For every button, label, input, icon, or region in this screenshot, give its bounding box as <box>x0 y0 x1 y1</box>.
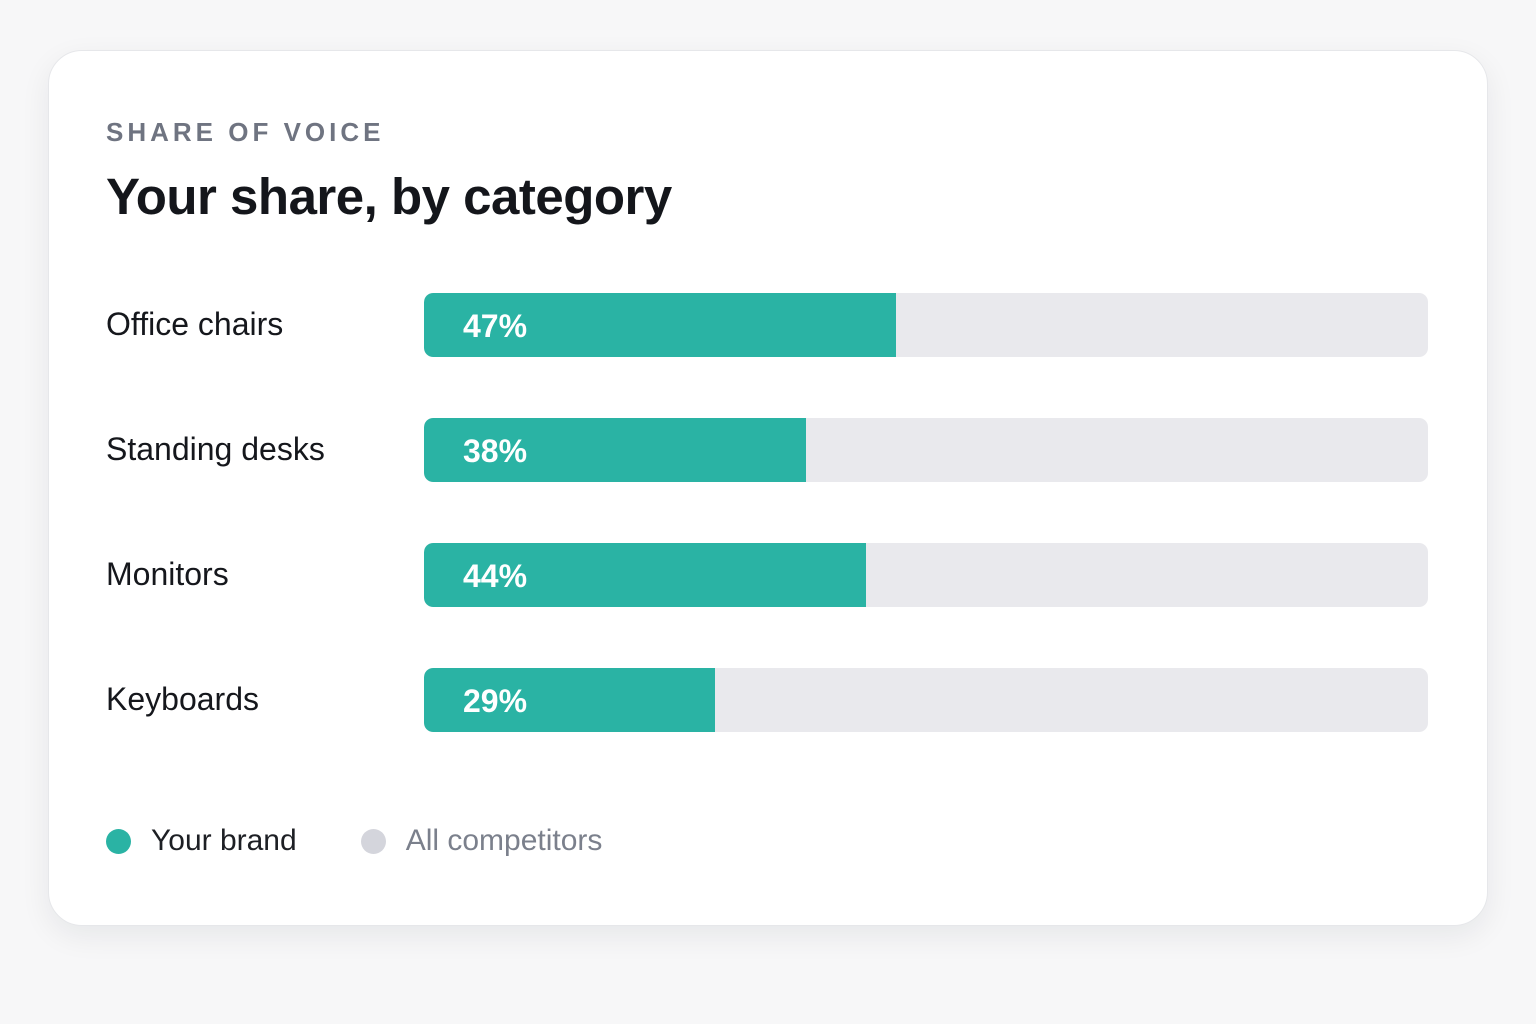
bar-value-label: 29% <box>463 683 528 719</box>
bar-fill-your-brand <box>424 543 866 607</box>
category-label: Office chairs <box>106 306 284 342</box>
bar-row: Keyboards 29% <box>106 668 1428 732</box>
bar-value-label: 38% <box>463 433 528 469</box>
legend-dot-icon <box>360 828 386 854</box>
category-label: Standing desks <box>106 431 325 467</box>
bar-fill-your-brand <box>424 668 715 732</box>
category-label: Monitors <box>106 556 229 592</box>
bar-value-label: 47% <box>463 308 528 344</box>
bar-rows: Office chairs 47% Standing desks 38% Monitor… <box>49 51 1487 925</box>
legend-item-your-brand: Your brand <box>106 824 297 858</box>
chart-legend: Your brand All competitors <box>106 819 666 863</box>
legend-label: All competitors <box>405 824 603 857</box>
bar-track-competitors: 47% <box>424 293 1428 357</box>
bar-row: Monitors 44% <box>106 543 1428 607</box>
bar-row: Standing desks 38% <box>106 418 1428 482</box>
bar-fill-your-brand <box>424 418 806 482</box>
bar-track-competitors: 29% <box>424 668 1428 732</box>
legend-label: Your brand <box>151 824 297 857</box>
legend-dot-icon <box>106 828 131 854</box>
bar-fill-your-brand <box>424 293 896 357</box>
category-label: Keyboards <box>106 681 259 717</box>
legend-item-all-competitors: All competitors <box>360 824 603 858</box>
bar-row: Office chairs 47% <box>106 293 1428 357</box>
card-eyebrow: SHARE OF VOICE <box>106 117 385 147</box>
bar-track-competitors: 38% <box>424 418 1428 482</box>
bar-value-label: 44% <box>463 558 528 594</box>
chart-title: Your share, by category <box>106 168 672 225</box>
bar-track-competitors: 44% <box>424 543 1428 607</box>
share-of-voice-card: SHARE OF VOICE Your share, by category O… <box>48 50 1488 926</box>
